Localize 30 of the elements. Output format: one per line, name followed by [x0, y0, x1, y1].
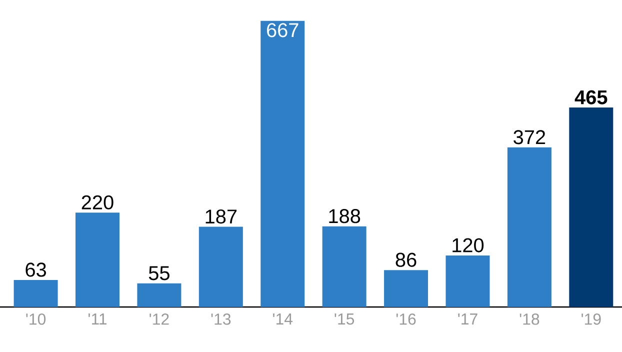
data-label: 188: [329, 209, 360, 224]
bar: [384, 270, 428, 307]
bar: [75, 212, 120, 307]
data-label: 86: [396, 252, 416, 267]
bar: [322, 226, 366, 307]
bar: [198, 226, 243, 307]
data-label: 465: [574, 90, 608, 104]
data-label: 63: [26, 262, 46, 277]
data-label: 220: [82, 195, 114, 210]
bar: [446, 256, 490, 307]
x-tick-label: '12: [150, 314, 169, 325]
x-tick-label: '14: [273, 314, 293, 324]
x-tick-label: '19: [582, 314, 601, 325]
x-tick-label: '17: [458, 314, 478, 324]
x-tick-label: '13: [211, 314, 231, 325]
bar: [14, 280, 58, 307]
data-label: 120: [452, 238, 484, 252]
x-tick-label: '15: [334, 314, 354, 325]
data-label: 667: [267, 23, 298, 38]
bar: [260, 20, 305, 307]
data-label: 187: [206, 209, 237, 224]
x-tick-label: '11: [88, 314, 107, 324]
x-tick-label: '10: [26, 314, 46, 325]
data-label: 55: [148, 266, 170, 280]
x-tick-label: '16: [396, 314, 416, 325]
data-label: 372: [514, 130, 546, 144]
bar: [507, 147, 552, 307]
bar: [137, 283, 182, 307]
x-tick-label: '18: [520, 314, 540, 325]
bar: [569, 108, 614, 307]
